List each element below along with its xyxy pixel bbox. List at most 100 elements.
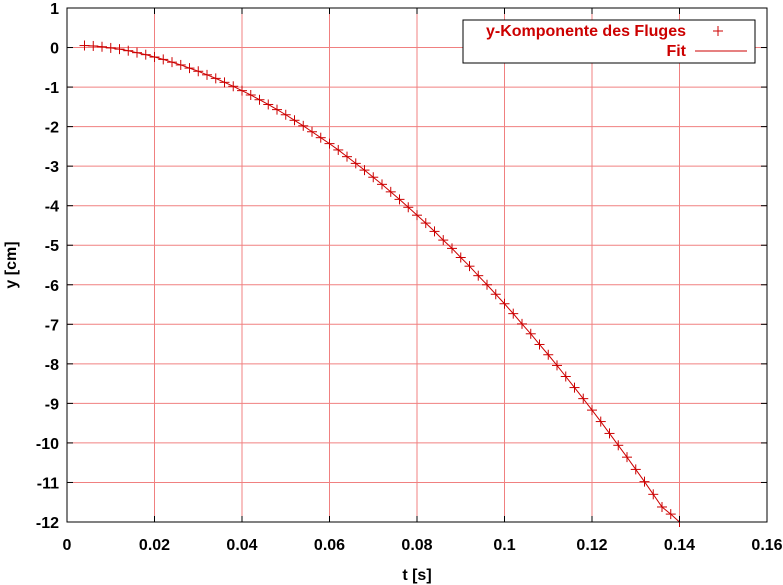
x-tick-label: 0.08 xyxy=(401,537,432,554)
data-point xyxy=(438,235,449,246)
data-point xyxy=(473,270,484,281)
legend-label-fit: Fit xyxy=(666,43,686,60)
data-point xyxy=(587,405,597,416)
legend-marker-data xyxy=(713,26,723,36)
y-tick-label: -9 xyxy=(45,396,59,413)
data-point xyxy=(499,298,510,309)
data-point xyxy=(350,158,361,169)
data-points xyxy=(79,40,685,527)
data-point xyxy=(132,47,142,58)
x-tick-label: 0 xyxy=(63,537,72,554)
y-tick-label: -2 xyxy=(45,120,59,137)
data-point xyxy=(377,179,387,190)
y-tick-label: -11 xyxy=(37,475,59,492)
x-tick-label: 0.14 xyxy=(664,537,695,554)
data-point xyxy=(202,69,212,80)
data-point xyxy=(490,289,501,300)
data-point xyxy=(622,452,632,463)
data-point xyxy=(342,151,352,162)
data-point xyxy=(359,165,370,176)
data-point xyxy=(140,49,151,60)
fit-curve xyxy=(84,45,680,523)
data-point xyxy=(595,416,606,427)
data-point xyxy=(298,120,309,131)
data-point xyxy=(280,109,291,120)
x-tick-label: 0.16 xyxy=(751,537,782,554)
data-point xyxy=(517,318,527,329)
data-point xyxy=(333,144,344,155)
data-point xyxy=(175,59,186,70)
data-point xyxy=(665,509,676,520)
data-point xyxy=(97,41,107,52)
data-point xyxy=(237,85,247,96)
data-point xyxy=(429,226,440,237)
y-axis-label: y [cm] xyxy=(3,241,20,288)
data-point xyxy=(508,308,519,319)
y-tick-label: -1 xyxy=(45,80,59,97)
x-tick-label: 0.06 xyxy=(314,537,345,554)
data-point xyxy=(263,99,274,110)
y-tick-label: 0 xyxy=(50,41,59,58)
x-ticks: 0 0.02 0.04 0.06 0.08 0.1 0.12 0.14 0.16 xyxy=(63,8,783,554)
grid xyxy=(67,8,767,522)
data-point xyxy=(167,57,177,68)
data-point xyxy=(210,73,221,84)
fit-line xyxy=(84,45,680,523)
x-tick-label: 0.12 xyxy=(576,537,607,554)
data-point xyxy=(79,40,90,51)
data-point xyxy=(385,186,396,197)
data-point xyxy=(394,194,405,205)
data-point xyxy=(272,104,282,115)
data-point xyxy=(455,252,466,263)
y-tick-label: -10 xyxy=(36,436,59,453)
data-point xyxy=(158,54,169,65)
data-point xyxy=(123,45,134,56)
data-point xyxy=(630,464,641,475)
data-point xyxy=(578,393,589,404)
y-ticks: 1 0 -1 -2 -3 -4 -5 -6 -7 -8 -9 -10 -11 -12 xyxy=(36,1,767,532)
y-tick-label: -5 xyxy=(45,238,59,255)
data-point xyxy=(420,218,431,229)
data-point xyxy=(228,81,239,92)
data-point xyxy=(88,40,99,51)
data-point xyxy=(604,428,615,439)
data-point xyxy=(219,77,230,88)
y-tick-label: 1 xyxy=(50,1,59,18)
y-tick-label: -6 xyxy=(45,278,59,295)
x-tick-label: 0.1 xyxy=(493,537,515,554)
data-point xyxy=(482,279,492,290)
legend-box xyxy=(462,19,756,64)
data-point xyxy=(114,44,125,55)
y-tick-label: -3 xyxy=(45,159,59,176)
data-point xyxy=(534,339,545,350)
data-point xyxy=(403,202,414,213)
legend: y-Komponente des Fluges Fit xyxy=(462,19,756,64)
data-point xyxy=(447,243,457,254)
legend-label-data: y-Komponente des Fluges xyxy=(486,23,686,40)
data-point xyxy=(613,440,624,451)
data-point xyxy=(639,476,650,487)
data-point xyxy=(368,172,379,183)
data-point xyxy=(560,371,571,382)
data-point xyxy=(412,210,422,221)
x-axis-label: t [s] xyxy=(402,567,431,584)
data-point xyxy=(289,115,300,126)
data-point xyxy=(307,126,317,137)
data-point xyxy=(149,52,160,63)
data-point xyxy=(245,89,256,100)
data-point xyxy=(569,382,580,393)
y-tick-label: -12 xyxy=(36,515,59,532)
y-tick-label: -4 xyxy=(45,199,59,216)
data-point xyxy=(464,261,475,272)
data-point xyxy=(648,489,659,500)
data-point xyxy=(315,132,326,143)
data-point xyxy=(254,94,265,105)
data-point xyxy=(184,63,195,74)
data-point xyxy=(657,501,667,512)
y-tick-label: -8 xyxy=(45,357,59,374)
data-point xyxy=(525,328,536,339)
data-point xyxy=(543,349,554,360)
y-tick-label: -7 xyxy=(45,317,59,334)
data-point xyxy=(324,138,335,149)
